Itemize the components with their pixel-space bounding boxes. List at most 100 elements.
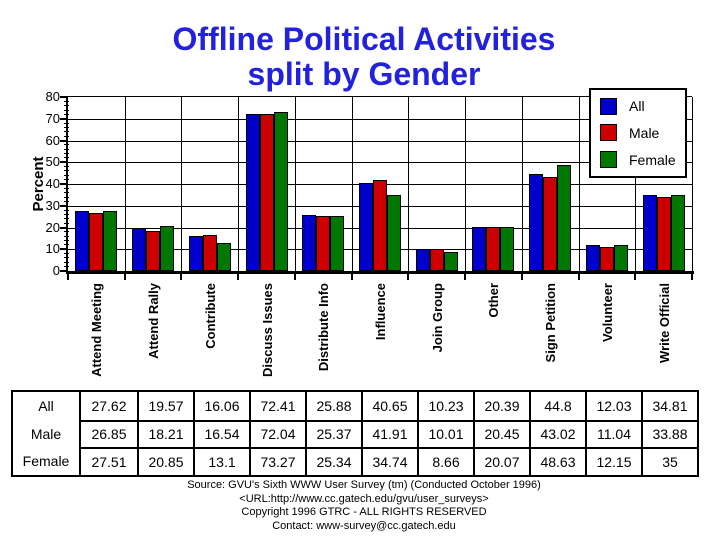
legend-item-female: Female [600,151,683,169]
y-minor-tick [64,113,69,115]
y-axis-line [66,96,68,274]
table-cell: 48.63 [529,447,585,475]
table-cell: 25.88 [305,392,361,420]
table-row-label: Female [22,453,70,470]
x-tick [520,274,523,280]
bar-all-3 [188,236,203,271]
bar-female-7 [443,252,458,271]
y-minor-tick [64,200,69,202]
table-cell: 18.21 [137,419,193,448]
table-cell: 73.27 [249,447,305,475]
y-minor-tick [64,231,69,233]
table-row-labels: All Male Female [13,392,81,475]
legend-item-all: All [600,97,683,115]
y-tick-label: 70 [45,110,60,126]
x-category-label: Write Official [656,283,672,363]
female-swatch [600,151,617,169]
y-tick-label: 20 [45,219,60,235]
y-major-tick [60,226,67,229]
footer-contact-line: Contact: www-survey@cc.gatech.edu [272,519,456,532]
y-minor-tick [64,222,69,224]
v-gridline [124,97,126,271]
table-cell: 35 [641,447,697,475]
footer-source-line: Source: GVU's Sixth WWW User Survey (tm)… [187,479,541,491]
x-tick [123,274,126,280]
v-gridline [238,97,240,271]
footer-copyright-line: Copyright 1996 GTRC - ALL RIGHTS RESERVE… [241,506,487,518]
x-tick [691,274,693,280]
bar-all-9 [529,173,544,271]
table-cell: 11.04 [585,419,641,448]
v-gridline [521,97,523,271]
table-cell: 25.34 [305,447,361,475]
x-category-label: Other [486,283,502,318]
x-category-label: Discuss Issues [259,283,275,377]
table-cell: 20.85 [137,447,193,475]
footer-text: Source: GVU's Sixth WWW User Survey (tm)… [0,479,728,533]
table-cell: 19.57 [137,392,193,420]
y-minor-tick [64,196,69,198]
bar-female-4 [273,111,288,271]
bar-male-7 [429,249,444,271]
y-minor-tick [64,213,69,215]
bar-all-10 [585,244,600,271]
table-cell: 44.8 [529,392,585,420]
y-minor-tick [64,153,69,155]
y-tick-label: 80 [45,89,60,104]
bar-female-5 [330,215,345,271]
bar-chart: Percent All Male Female 0 10 20 30 40 50 60 70 80 A… [30,88,694,377]
bar-all-6 [359,182,373,271]
table-cell: 25.37 [305,419,361,448]
y-minor-tick [64,266,69,268]
legend-item-male: Male [600,124,683,142]
bar-all-5 [302,214,317,271]
bar-female-11 [670,194,685,271]
table-cell: 16.54 [193,419,249,448]
h-gridline [68,118,692,120]
table-cell: 27.51 [81,447,137,475]
bar-female-9 [557,165,572,271]
x-tick [577,274,580,280]
y-minor-tick [64,135,69,137]
h-gridline [68,162,692,164]
table-row-label: All [38,397,54,414]
bar-male-11 [656,197,671,271]
y-minor-tick [64,209,69,211]
table-cell: 20.07 [473,447,529,475]
x-category-label: Join Group [429,283,445,353]
y-minor-tick [64,126,69,128]
table-cell: 27.62 [91,397,127,414]
y-minor-tick [64,192,69,194]
x-category-label: Attend Rally [146,283,162,359]
y-major-tick [60,139,67,142]
v-gridline [351,97,353,271]
chart-title-line2: split by Gender [247,56,481,92]
y-major-tick [60,204,67,207]
y-tick-label: 30 [45,197,60,213]
v-gridline [578,97,580,271]
plot-right-border [692,97,693,271]
y-minor-tick [64,235,69,237]
y-minor-tick [64,148,69,150]
x-category-label: Volunteer [599,283,615,342]
footer-url-line: <URL:http://www.cc.gatech.edu/gvu/user_s… [239,492,489,505]
bar-female-8 [500,227,515,271]
y-tick-label: 40 [45,176,60,191]
x-category-label: Attend Meeting [89,283,105,377]
x-category-label: Influence [373,283,388,341]
y-minor-tick [64,240,69,242]
x-tick [180,274,183,280]
y-minor-tick [64,122,69,124]
x-tick [293,274,296,280]
y-minor-tick [64,157,69,159]
x-tick [67,274,69,280]
bar-male-5 [316,215,331,271]
y-major-tick [60,270,67,272]
bar-male-6 [373,179,387,271]
bar-all-4 [245,113,260,271]
table-cell: 72.04 [249,419,305,448]
bar-male-1 [89,212,104,271]
y-minor-tick [64,100,69,102]
y-tick-label: 50 [45,154,60,170]
x-tick [634,274,637,280]
